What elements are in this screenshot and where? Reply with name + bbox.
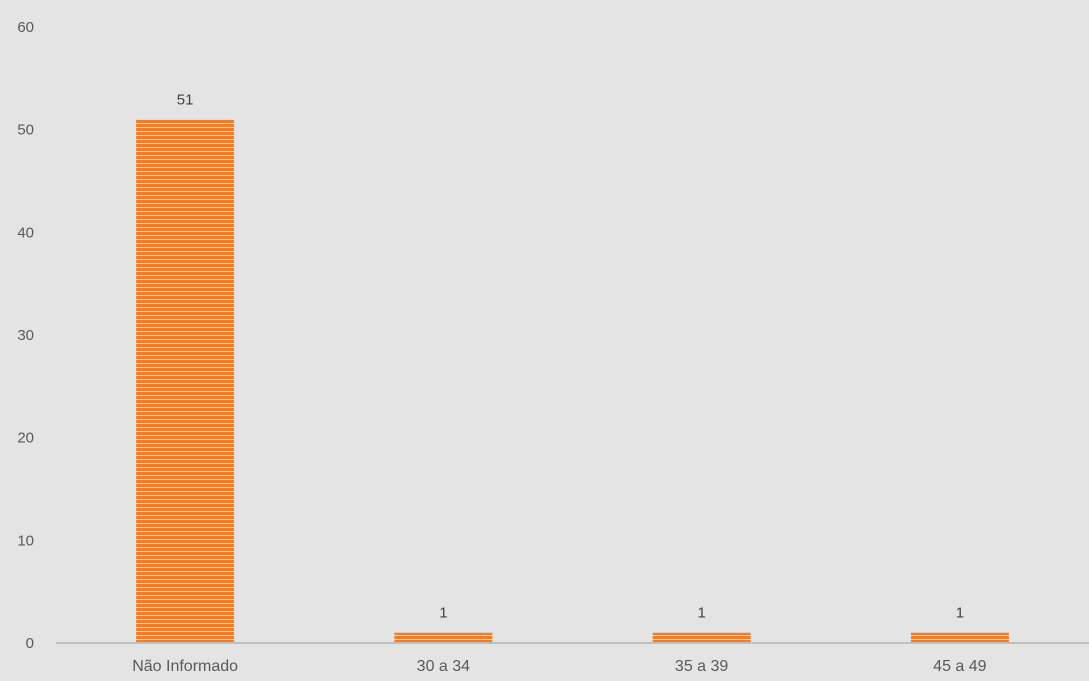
bar	[394, 632, 493, 643]
data-labels: 51 1 1 1	[177, 91, 964, 621]
data-label: 1	[697, 605, 705, 622]
y-tick-label: 0	[26, 635, 34, 652]
bar	[910, 632, 1009, 643]
data-label: 1	[439, 605, 447, 622]
y-tick-label: 20	[17, 430, 34, 447]
bar	[652, 632, 751, 643]
y-tick-label: 10	[17, 532, 34, 549]
data-label: 1	[956, 605, 964, 622]
bar	[136, 119, 235, 643]
y-tick-label: 40	[17, 224, 34, 241]
x-tick-label: 30 a 34	[417, 658, 470, 675]
y-tick-label: 60	[17, 19, 34, 36]
y-tick-label: 50	[17, 122, 34, 139]
bars	[136, 119, 1009, 643]
data-label: 51	[177, 91, 194, 108]
x-tick-label: 45 a 49	[933, 658, 986, 675]
x-tick-label: 35 a 39	[675, 658, 728, 675]
y-axis-ticks: 0 10 20 30 40 50 60	[17, 19, 34, 652]
x-axis-labels: Não Informado 30 a 34 35 a 39 45 a 49	[132, 658, 986, 675]
x-tick-label: Não Informado	[132, 658, 238, 675]
y-tick-label: 30	[17, 327, 34, 344]
